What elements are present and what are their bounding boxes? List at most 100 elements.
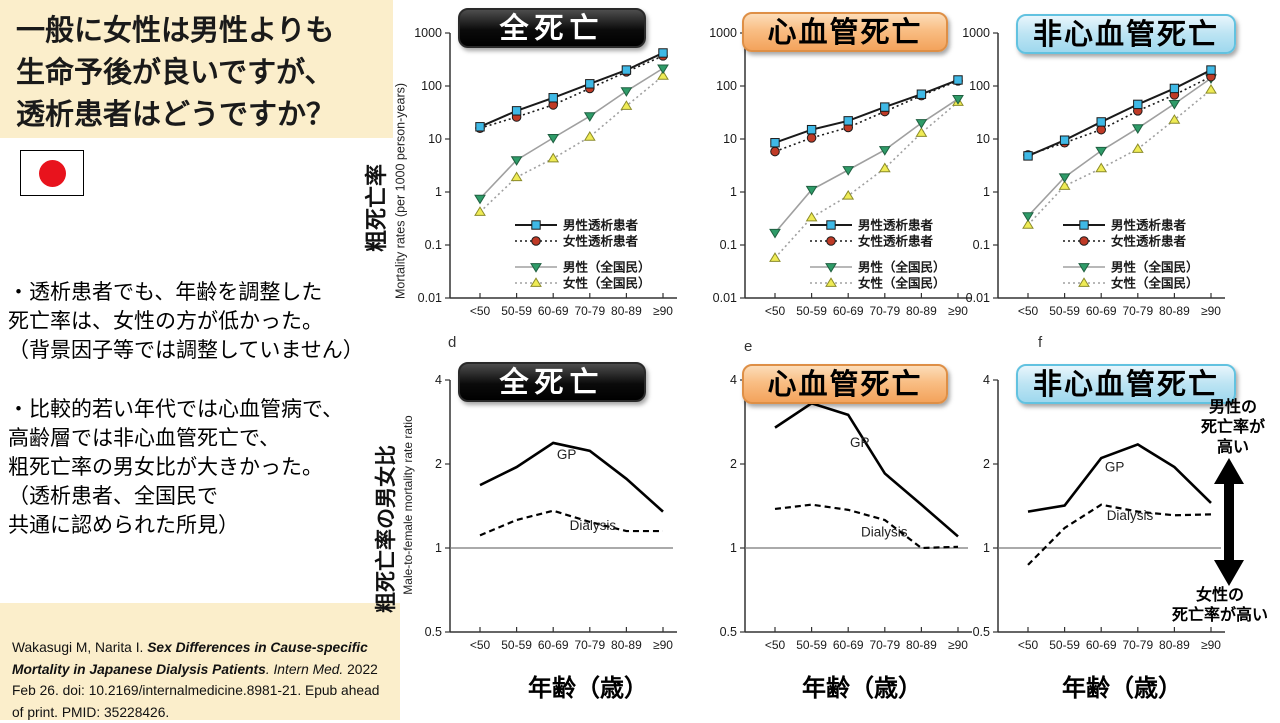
svg-text:100: 100 [421, 79, 442, 93]
series-Dialysis [1027, 503, 1212, 566]
svg-text:100: 100 [716, 79, 737, 93]
svg-text:≥90: ≥90 [948, 304, 968, 318]
series-男性透析患者 [1027, 69, 1212, 157]
series-女性（全国民） [774, 101, 959, 259]
svg-text:50-59: 50-59 [1049, 304, 1080, 318]
citation-authors: Wakasugi M, Narita I. [12, 640, 148, 655]
panel-letter-f: f [1038, 334, 1043, 351]
svg-text:100: 100 [969, 79, 990, 93]
svg-text:4: 4 [983, 373, 990, 387]
svg-text:女性透析患者: 女性透析患者 [563, 234, 639, 249]
svg-text:10: 10 [428, 132, 442, 146]
chart-noncardiovascular-ratio: 4 2 1 0.5 <50 50-59 60-69 70-79 80-89 ≥90 Dialysis… [953, 350, 1243, 672]
badge-all-cause-top: 全死亡 [458, 8, 646, 48]
svg-text:Dialysis: Dialysis [1107, 508, 1154, 523]
series-GP [1027, 443, 1212, 513]
svg-text:50-59: 50-59 [501, 638, 532, 652]
svg-text:70-79: 70-79 [869, 638, 900, 652]
finding-2-line: 粗死亡率の男女比が大きかった。 [8, 456, 323, 479]
svg-text:0.5: 0.5 [720, 625, 737, 639]
findings-notes: ・透析患者でも、年齢を調整した 死亡率は、女性の方が低かった。 （背景因子等では… [8, 278, 400, 570]
svg-text:男性（全国民）: 男性（全国民） [563, 260, 651, 275]
question-title-line: 透析患者はどうですか？ [16, 99, 336, 131]
finding-1-line: （背景因子等では調整していません） [8, 339, 364, 362]
svg-text:10: 10 [723, 132, 737, 146]
svg-text:70-79: 70-79 [1122, 638, 1153, 652]
svg-text:0.01: 0.01 [418, 291, 442, 305]
chart-b-svg: 1000 100 10 1 0.1 0.01 <50 50-59 60-69 70-79 80-89… [709, 26, 972, 318]
svg-text:1: 1 [730, 185, 737, 199]
svg-text:男性透析患者: 男性透析患者 [1111, 218, 1187, 233]
svg-text:0.01: 0.01 [713, 291, 737, 305]
svg-text:0.1: 0.1 [425, 238, 442, 252]
annotation-line: 男性の [1208, 399, 1257, 416]
svg-text:80-89: 80-89 [611, 304, 642, 318]
svg-text:<50: <50 [765, 638, 786, 652]
svg-text:1000: 1000 [962, 26, 990, 40]
svg-text:10: 10 [976, 132, 990, 146]
annotation-line: 高い [1216, 439, 1249, 456]
svg-text:50-59: 50-59 [1049, 638, 1080, 652]
chart-cardiovascular-mortality: 1000 100 10 1 0.1 0.01 <50 50-59 60-69 70-79 80-89… [700, 20, 990, 332]
svg-text:80-89: 80-89 [906, 304, 937, 318]
badge-cardiovascular-bottom: 心血管死亡 [742, 364, 948, 404]
series-GP [774, 401, 959, 538]
series-GP [479, 441, 664, 513]
svg-text:0.5: 0.5 [425, 625, 442, 639]
annotation-line: 死亡率が高い [1171, 607, 1268, 624]
svg-text:1: 1 [983, 185, 990, 199]
chart-all-cause-mortality: 1000 100 10 1 0.1 0.01 <50 50-59 60-69 70-79 80-89… [405, 20, 695, 332]
svg-text:70-79: 70-79 [574, 638, 605, 652]
svg-text:80-89: 80-89 [1159, 638, 1190, 652]
svg-text:4: 4 [730, 373, 737, 387]
svg-text:GP: GP [557, 447, 577, 462]
badge-cardiovascular-top: 心血管死亡 [742, 12, 948, 52]
svg-text:≥90: ≥90 [653, 304, 673, 318]
finding-2-line: （透析患者、全国民で [8, 485, 218, 508]
svg-text:0.1: 0.1 [973, 238, 990, 252]
svg-text:1: 1 [435, 541, 442, 555]
series-Dialysis [774, 503, 959, 550]
chart-a-svg: 1000 100 10 1 0.1 0.01 <50 50-59 60-69 70-79 80-89… [414, 26, 677, 318]
annotation-male-mortality-higher: 男性の 死亡率が 高い [1178, 398, 1280, 458]
series-女性（全国民） [479, 75, 664, 213]
svg-text:Dialysis: Dialysis [861, 524, 908, 539]
finding-2-line: ・比較的若い年代では心血管病で、 [8, 398, 344, 421]
svg-text:男性（全国民）: 男性（全国民） [858, 260, 946, 275]
series-女性（全国民） [1027, 89, 1212, 226]
svg-text:女性透析患者: 女性透析患者 [1111, 234, 1187, 249]
svg-text:0.1: 0.1 [720, 238, 737, 252]
x-axis-title-age: 年齢（歳） [802, 675, 922, 702]
double-headed-arrow-icon [1214, 458, 1244, 586]
svg-text:<50: <50 [1018, 304, 1039, 318]
svg-text:Dialysis: Dialysis [570, 518, 617, 533]
chart-e-svg: 4 2 1 0.5 <50 50-59 60-69 70-79 80-89 ≥90 Dialysis… [720, 373, 972, 652]
annotation-line: 女性の [1195, 587, 1244, 604]
badge-noncardiovascular-bottom: 非心血管死亡 [1016, 364, 1236, 404]
citation-box: Wakasugi M, Narita I. Sex Differences in… [0, 603, 400, 720]
svg-text:50-59: 50-59 [501, 304, 532, 318]
svg-text:70-79: 70-79 [1122, 304, 1153, 318]
series-男性透析患者 [774, 79, 959, 144]
svg-text:≥90: ≥90 [948, 638, 968, 652]
svg-text:男性透析患者: 男性透析患者 [858, 218, 934, 233]
chart-noncardiovascular-mortality: 1000 100 10 1 0.1 0.01 <50 50-59 60-69 70-79 80-89… [953, 20, 1243, 332]
svg-text:50-59: 50-59 [796, 638, 827, 652]
finding-1-line: 死亡率は、女性の方が低かった。 [8, 310, 323, 333]
svg-text:男性透析患者: 男性透析患者 [563, 218, 639, 233]
svg-text:≥90: ≥90 [1201, 304, 1221, 318]
svg-text:0.5: 0.5 [973, 625, 990, 639]
svg-text:80-89: 80-89 [611, 638, 642, 652]
svg-text:女性（全国民）: 女性（全国民） [858, 276, 946, 291]
citation-article-title: Sex Differences in Cause-specific Mortal… [12, 640, 368, 677]
svg-text:60-69: 60-69 [833, 304, 864, 318]
series-男性透析患者 [479, 52, 664, 128]
citation-tail: 2022 Feb 26. doi: 10.2169/internalmedici… [12, 661, 380, 720]
svg-text:70-79: 70-79 [574, 304, 605, 318]
svg-text:GP: GP [1105, 459, 1125, 474]
finding-1: ・透析患者でも、年齢を調整した 死亡率は、女性の方が低かった。 （背景因子等では… [8, 278, 400, 365]
japan-flag-icon [20, 150, 84, 196]
svg-text:<50: <50 [470, 638, 491, 652]
svg-text:女性（全国民）: 女性（全国民） [1111, 276, 1199, 291]
finding-2: ・比較的若い年代では心血管病で、 高齢層では非心血管死亡で、 粗死亡率の男女比が… [8, 395, 400, 540]
